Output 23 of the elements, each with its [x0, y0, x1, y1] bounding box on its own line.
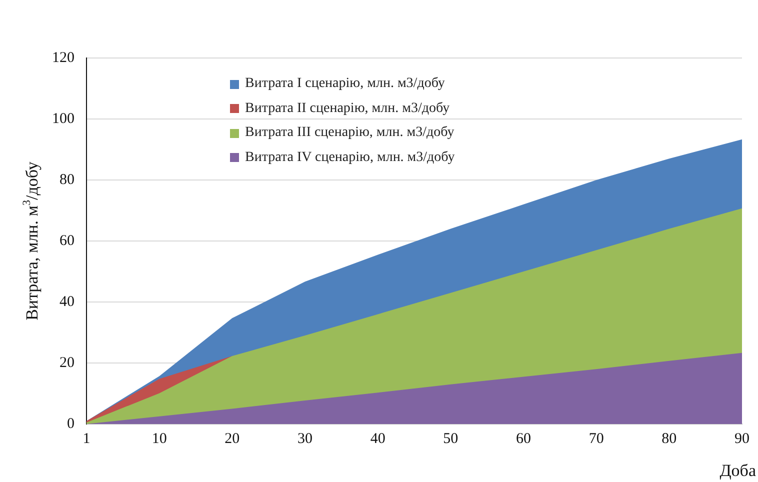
x-tick-label: 70	[588, 430, 604, 447]
x-tick-label: 90	[734, 430, 750, 447]
x-tick-label: 30	[298, 430, 312, 447]
x-tick-label: 60	[516, 430, 531, 447]
legend-label: Витрата III сценарію, млн. м3/добу	[245, 125, 454, 142]
y-tick-label: 120	[52, 50, 74, 66]
y-tick-label: 40	[60, 294, 74, 310]
y-tick-label: 20	[60, 354, 74, 371]
y-tick-label: 100	[52, 110, 74, 127]
x-axis-title: Доба	[720, 461, 756, 480]
y-axis-title: Витрата, млн. м3/добу	[20, 161, 42, 320]
y-tick-label: 0	[67, 416, 74, 432]
x-tick-label: 10	[152, 430, 167, 447]
x-tick-label: 1	[82, 430, 90, 447]
x-tick-label: 20	[224, 430, 240, 447]
x-tick-label: 80	[662, 430, 677, 447]
x-tick-label: 40	[370, 430, 386, 447]
legend-label: Витрата I сценарію, млн. м3/добу	[245, 76, 445, 92]
x-tick-label: 50	[443, 430, 458, 447]
y-tick-label: 60	[60, 232, 74, 249]
legend-label: Витрата IV сценарію, млн. м3/добу	[245, 150, 455, 166]
y-tick-label: 80	[60, 172, 74, 188]
legend-label: Витрата II сценарію, млн. м3/добу	[245, 100, 450, 117]
